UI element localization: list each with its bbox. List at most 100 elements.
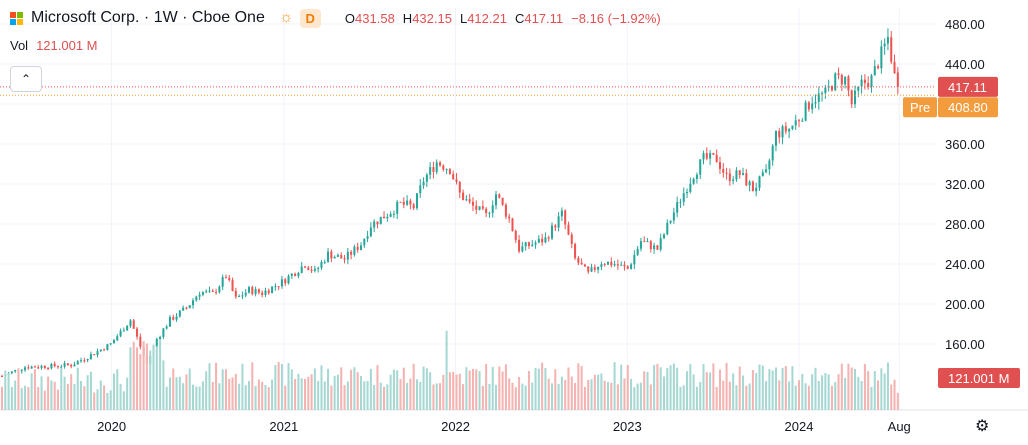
candle-body	[597, 266, 600, 270]
candle-body	[883, 43, 886, 47]
candle-body	[860, 79, 863, 87]
volume-bar	[534, 367, 537, 410]
volume-bar	[392, 369, 395, 410]
x-tick-label: 2020	[97, 419, 126, 434]
volume-bar	[462, 384, 465, 410]
candle-body	[211, 290, 214, 292]
candle-body	[527, 242, 530, 246]
volume-bar	[40, 376, 43, 410]
volume-bar	[867, 371, 870, 410]
volume-bar	[837, 374, 840, 410]
candle-body	[784, 126, 787, 132]
volume-bar	[751, 370, 754, 410]
candle-body	[728, 173, 731, 181]
candle-body	[159, 336, 162, 339]
volume-bar	[386, 384, 389, 410]
sun-icon[interactable]: ☼	[278, 9, 294, 26]
volume-bar	[705, 372, 708, 410]
candle-body	[303, 266, 307, 268]
volume-bar	[63, 376, 66, 410]
volume-bar	[399, 379, 402, 410]
candle-body	[583, 264, 586, 267]
candle-body	[857, 86, 860, 91]
volume-bar	[531, 382, 534, 410]
volume-bar	[303, 378, 307, 410]
candle-body	[168, 317, 171, 327]
x-tick-label: 2022	[441, 419, 470, 434]
volume-bar	[429, 372, 432, 410]
ohlc-open: O431.58	[345, 11, 395, 26]
candle-body	[886, 37, 889, 44]
candle-body	[56, 366, 60, 368]
y-tick-label: 160.00	[945, 337, 985, 352]
candle-body	[178, 310, 181, 317]
y-tick-label: 240.00	[945, 257, 985, 272]
candle-body	[574, 243, 577, 258]
candle-body	[666, 222, 669, 235]
volume-bar	[56, 389, 60, 410]
volume-bar	[465, 367, 468, 410]
volume-bar	[890, 384, 893, 410]
candle-body	[712, 153, 715, 155]
premarket-price-tag	[938, 97, 998, 118]
volume-bar	[175, 377, 178, 410]
volume-bar	[10, 387, 13, 410]
candle-body	[264, 290, 267, 295]
candle-body	[564, 210, 567, 225]
candle-body	[336, 255, 339, 257]
candle-body	[310, 269, 313, 271]
candle-body	[850, 90, 853, 105]
volume-bar	[218, 383, 221, 410]
settings-gear-icon[interactable]: ⚙	[975, 418, 990, 435]
volume-bar	[435, 383, 438, 410]
candle-body	[890, 37, 893, 62]
volume-bar	[765, 381, 768, 410]
interval-badge[interactable]: D	[299, 8, 321, 28]
candle-body	[60, 366, 63, 368]
candle-body	[359, 245, 363, 250]
volume-bar	[27, 387, 30, 410]
candle-body	[379, 216, 382, 225]
volume-bar	[620, 364, 623, 410]
candle-body	[109, 343, 112, 345]
collapse-legend-button[interactable]: ⌃	[10, 66, 42, 92]
candle-body	[448, 169, 451, 175]
volume-bar	[244, 385, 247, 410]
candle-body	[415, 193, 419, 209]
candle-body	[567, 224, 570, 235]
candle-body	[560, 210, 563, 217]
volume-bar	[264, 384, 267, 410]
candle-body	[112, 340, 116, 344]
candle-body	[867, 82, 870, 87]
volume-bar	[804, 383, 807, 410]
volume-bar	[432, 384, 435, 410]
volume-bar	[630, 378, 633, 410]
y-tick-label: 320.00	[945, 177, 985, 192]
volume-bar	[491, 366, 494, 410]
candle-body	[132, 320, 135, 329]
candle-body	[834, 73, 837, 91]
candle-body	[514, 230, 517, 240]
premarket-price-label: 408.80	[948, 100, 988, 115]
candle-body	[593, 267, 596, 270]
candle-body	[718, 162, 722, 169]
candle-body	[508, 216, 511, 219]
volume-bar	[152, 344, 155, 410]
volume-bar	[504, 364, 507, 410]
volume-bar	[168, 377, 171, 410]
candle-body	[439, 162, 442, 166]
volume-bar	[317, 380, 320, 410]
volume-bar	[830, 386, 833, 410]
y-tick-label: 280.00	[945, 217, 985, 232]
candle-body	[280, 279, 283, 287]
volume-tag-label: 121.001 M	[948, 371, 1009, 386]
candle-body	[66, 363, 69, 365]
volume-bar	[14, 380, 17, 410]
volume-bar	[666, 368, 669, 410]
candle-body	[807, 102, 810, 110]
volume-bar	[471, 368, 474, 410]
volume-bar	[419, 382, 422, 410]
volume-bar	[791, 366, 794, 410]
symbol-title[interactable]: Microsoft Corp. · 1W · Cboe One	[31, 9, 265, 26]
